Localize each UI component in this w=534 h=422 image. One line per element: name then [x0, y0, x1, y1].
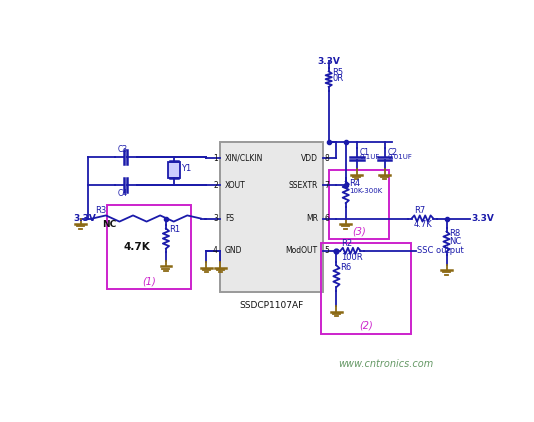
Text: R2: R2	[341, 238, 352, 248]
Text: R4: R4	[350, 179, 361, 188]
Text: R3: R3	[95, 206, 106, 215]
Text: C3: C3	[118, 145, 128, 154]
Text: FS: FS	[225, 214, 234, 223]
Text: R7: R7	[414, 206, 425, 215]
Text: R6: R6	[340, 263, 351, 272]
Bar	[329, 170, 389, 239]
Text: 8: 8	[325, 154, 329, 163]
Text: Y1: Y1	[182, 164, 192, 173]
Bar	[107, 205, 191, 289]
Text: 4.7K: 4.7K	[414, 220, 433, 229]
Text: 4.7K: 4.7K	[123, 242, 150, 252]
Text: R8: R8	[450, 230, 461, 238]
Text: 0.01UF: 0.01UF	[388, 154, 412, 160]
Text: ModOUT: ModOUT	[286, 246, 318, 255]
Text: NC: NC	[450, 237, 462, 246]
Text: R1: R1	[169, 225, 180, 234]
Text: SSEXTR: SSEXTR	[288, 181, 318, 190]
Text: XOUT: XOUT	[225, 181, 246, 190]
Bar	[168, 162, 180, 178]
Text: 100R: 100R	[341, 252, 363, 262]
Text: NC: NC	[103, 220, 116, 229]
Text: 0R: 0R	[333, 74, 344, 83]
Text: (2): (2)	[359, 321, 373, 331]
Text: 5: 5	[325, 246, 329, 255]
Text: 3.3V: 3.3V	[317, 57, 340, 66]
Text: C1: C1	[360, 148, 370, 157]
Text: 3.3V: 3.3V	[472, 214, 494, 223]
Text: 1: 1	[213, 154, 218, 163]
Text: GND: GND	[225, 246, 242, 255]
Text: (3): (3)	[352, 226, 366, 236]
Text: 6: 6	[325, 214, 329, 223]
Text: 0.1UF: 0.1UF	[360, 154, 380, 160]
Text: SSC output: SSC output	[417, 246, 464, 255]
Text: 10K-300K: 10K-300K	[350, 188, 383, 194]
Text: (1): (1)	[142, 276, 156, 286]
Text: MR: MR	[306, 214, 318, 223]
Text: www.cntronics.com: www.cntronics.com	[338, 360, 433, 369]
Text: 3.3V: 3.3V	[73, 214, 96, 223]
Bar	[321, 243, 411, 334]
Text: 2: 2	[213, 181, 218, 190]
Text: 4: 4	[213, 246, 218, 255]
Text: C2: C2	[388, 148, 398, 157]
Text: 7: 7	[325, 181, 329, 190]
Text: C4: C4	[118, 189, 128, 197]
Text: XIN/CLKIN: XIN/CLKIN	[225, 154, 263, 163]
Bar	[220, 141, 323, 292]
Text: SSDCP1107AF: SSDCP1107AF	[239, 301, 303, 310]
Text: R5: R5	[333, 68, 344, 77]
Text: VDD: VDD	[301, 154, 318, 163]
Text: 3: 3	[213, 214, 218, 223]
